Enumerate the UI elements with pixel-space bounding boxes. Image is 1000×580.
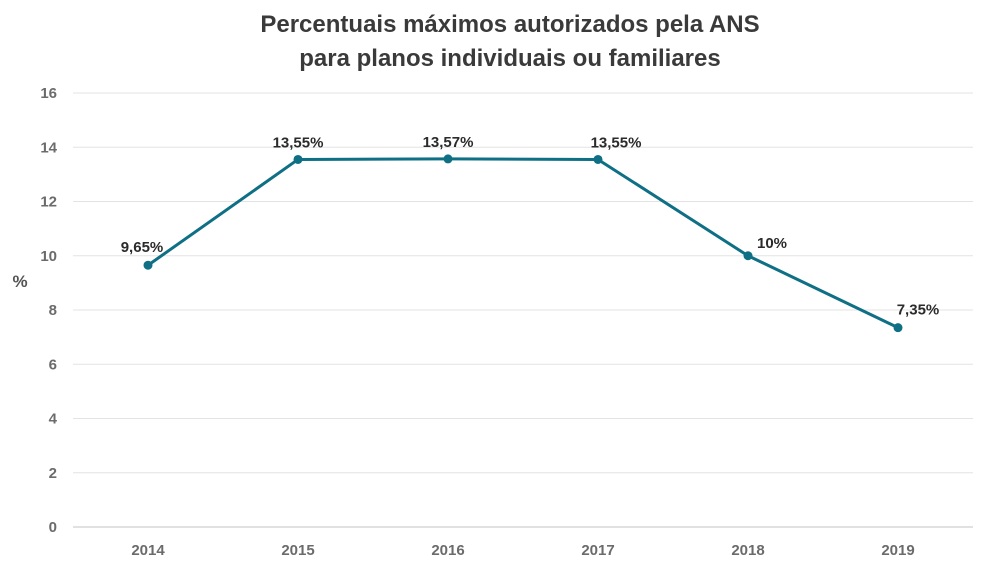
series-line-0 <box>147 157 899 329</box>
x-tick-label-2019: 2019 <box>881 542 914 559</box>
data-label-2017: 13,55% <box>591 134 642 151</box>
data-point-2016 <box>443 154 453 164</box>
data-label-2019: 7,35% <box>897 302 940 319</box>
y-tick-label-0: 0 <box>49 519 57 536</box>
y-tick-label-4: 4 <box>49 411 58 428</box>
data-labels: 9,65% 13,55% 13,57% 13,55% 10% 7,35% <box>121 134 940 319</box>
data-point-2014 <box>143 260 153 270</box>
chart-title-line-1: Percentuais máximos autorizados pela ANS <box>260 11 759 38</box>
chart-title-line-2: para planos individuais ou familiares <box>299 45 720 72</box>
y-tick-label-2: 2 <box>49 465 57 482</box>
gridlines <box>73 92 973 528</box>
x-tick-label-2015: 2015 <box>281 542 314 559</box>
data-point-2015 <box>293 154 303 164</box>
x-axis-ticks: 2014 2015 2016 2017 2018 2019 <box>131 542 914 559</box>
y-axis-ticks: 0 2 4 6 8 10 12 14 16 <box>40 85 57 536</box>
y-tick-label-12: 12 <box>40 194 57 211</box>
y-tick-label-8: 8 <box>49 302 57 319</box>
x-tick-label-2016: 2016 <box>431 542 464 559</box>
y-axis-label: % <box>12 272 27 291</box>
data-label-2014: 9,65% <box>121 239 164 256</box>
y-tick-label-16: 16 <box>40 85 57 102</box>
y-tick-label-14: 14 <box>40 139 57 156</box>
x-tick-label-2014: 2014 <box>131 542 165 559</box>
data-point-2017 <box>593 154 603 164</box>
series-layer <box>143 154 903 333</box>
data-point-2018 <box>743 251 753 261</box>
data-point-2019 <box>893 323 903 333</box>
x-tick-label-2017: 2017 <box>581 542 614 559</box>
y-tick-label-10: 10 <box>40 248 57 265</box>
x-tick-label-2018: 2018 <box>731 542 764 559</box>
data-label-2018: 10% <box>757 235 787 252</box>
data-label-2016: 13,57% <box>423 134 474 151</box>
y-tick-label-6: 6 <box>49 356 57 373</box>
data-label-2015: 13,55% <box>273 134 324 151</box>
